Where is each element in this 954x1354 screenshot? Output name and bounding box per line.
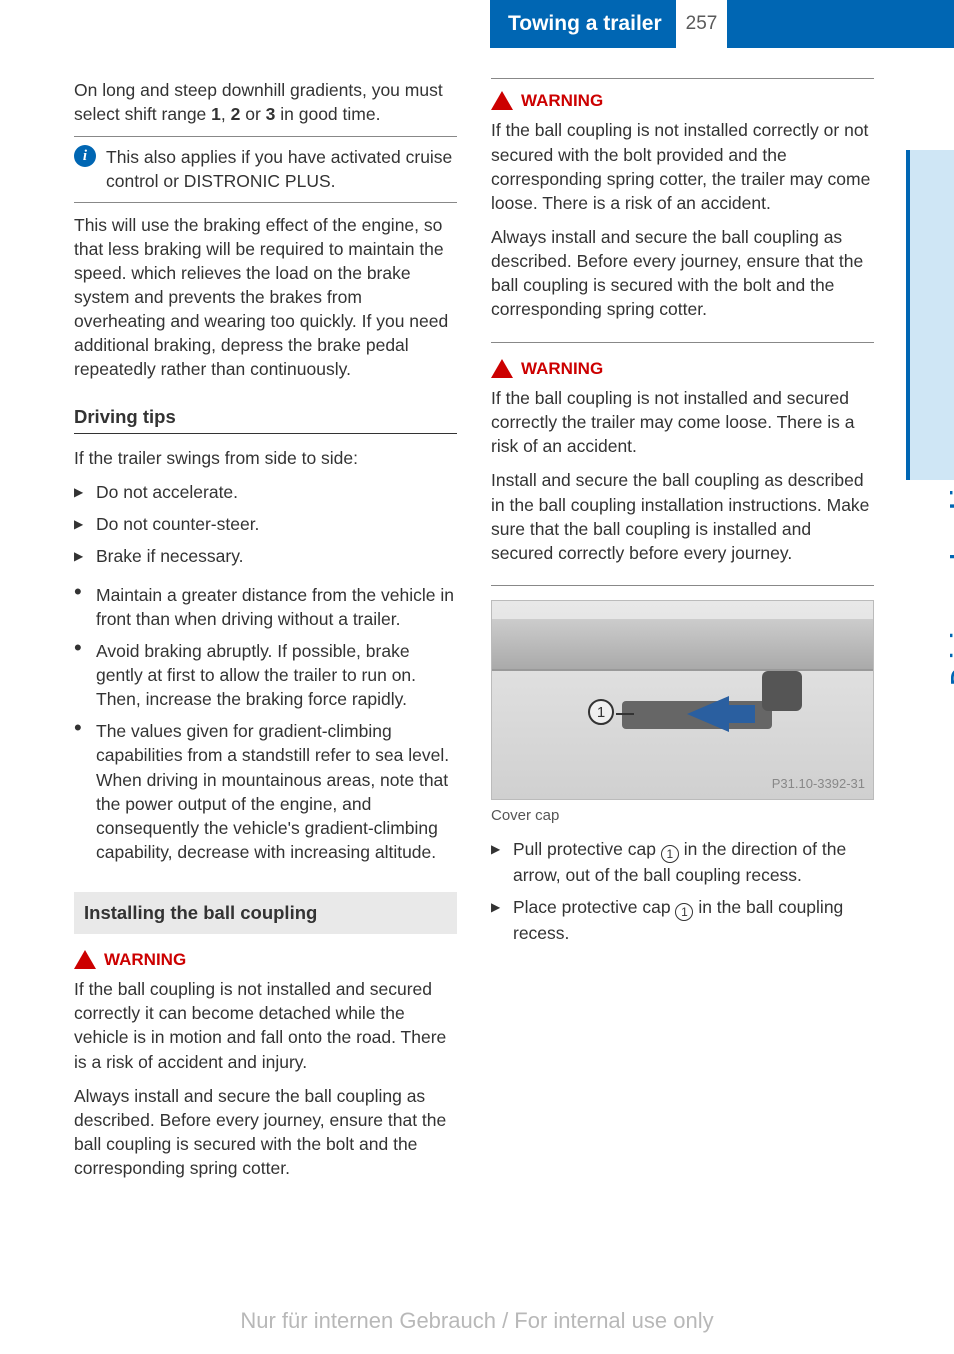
- driving-tips-heading: Driving tips: [74, 404, 457, 435]
- driving-tips-actions: Do not accelerate. Do not counter-steer.…: [74, 480, 457, 568]
- warning-label: WARNING: [521, 357, 603, 380]
- list-item: Maintain a greater distance from the veh…: [74, 583, 457, 631]
- text: Place protective cap 1 in the ball coupl…: [513, 895, 874, 945]
- watermark-text: Nur für internen Gebrauch / For internal…: [0, 1308, 954, 1334]
- text: Pull protective cap: [513, 839, 661, 859]
- warning-text: Install and secure the ball coupling as …: [491, 468, 874, 565]
- text: Avoid braking abruptly. If possible, bra…: [96, 639, 457, 711]
- warning-label: WARNING: [104, 948, 186, 971]
- warning-heading: WARNING: [491, 357, 874, 380]
- info-text: This also applies if you have activated …: [106, 145, 457, 193]
- warning-text: If the ball coupling is not installed an…: [74, 977, 457, 1074]
- warning-block-1: WARNING If the ball coupling is not inst…: [74, 948, 457, 1201]
- info-note: i This also applies if you have activate…: [74, 136, 457, 202]
- text: Brake if necessary.: [96, 544, 244, 568]
- warning-block-2: WARNING If the ball coupling is not inst…: [491, 78, 874, 343]
- warning-block-3: WARNING If the ball coupling is not inst…: [491, 357, 874, 586]
- section-side-tab-label: Driving and parking: [946, 460, 954, 685]
- list-item: Pull protective cap 1 in the direction o…: [491, 837, 874, 887]
- cover-cap-figure: 1 P31.10-3392-31: [491, 600, 874, 800]
- intro-paragraph: On long and steep downhill gradients, yo…: [74, 78, 457, 126]
- warning-heading: WARNING: [74, 948, 457, 971]
- warning-label: WARNING: [521, 89, 603, 112]
- text: ,: [221, 104, 231, 124]
- text: Do not accelerate.: [96, 480, 238, 504]
- bumper-graphic: [492, 619, 873, 671]
- installing-ball-coupling-heading: Installing the ball coupling: [74, 892, 457, 934]
- text: or: [240, 104, 265, 124]
- install-steps: Pull protective cap 1 in the direction o…: [491, 837, 874, 946]
- callout-1: 1: [588, 699, 614, 725]
- header-bar: Towing a trailer 257: [490, 0, 954, 48]
- text: Do not counter-steer.: [96, 512, 259, 536]
- callout-ref-1: 1: [675, 903, 693, 921]
- warning-heading: WARNING: [491, 89, 874, 112]
- direction-arrow-icon: [687, 696, 729, 732]
- header-title: Towing a trailer: [508, 12, 662, 36]
- list-item: Avoid braking abruptly. If possible, bra…: [74, 639, 457, 711]
- hitch-ball-graphic: [762, 671, 802, 711]
- warning-text: Always install and secure the ball coupl…: [491, 225, 874, 322]
- driving-tips-intro: If the trailer swings from side to side:: [74, 446, 457, 470]
- text: Place protective cap: [513, 897, 675, 917]
- shift-range-2: 2: [231, 104, 241, 124]
- right-column: WARNING If the ball coupling is not inst…: [491, 78, 874, 1214]
- warning-text: If the ball coupling is not installed an…: [491, 386, 874, 458]
- section-side-tab: [906, 150, 954, 480]
- braking-paragraph: This will use the braking effect of the …: [74, 213, 457, 382]
- list-item: Place protective cap 1 in the ball coupl…: [491, 895, 874, 945]
- page-number: 257: [676, 0, 728, 48]
- list-item: Do not accelerate.: [74, 480, 457, 504]
- list-item: The values given for gradient-climbing c…: [74, 719, 457, 864]
- warning-text: If the ball coupling is not installed co…: [491, 118, 874, 215]
- left-column: On long and steep downhill gradients, yo…: [74, 78, 457, 1214]
- figure-code: P31.10-3392-31: [772, 775, 865, 793]
- shift-range-3: 3: [266, 104, 276, 124]
- list-item: Brake if necessary.: [74, 544, 457, 568]
- list-item: Do not counter-steer.: [74, 512, 457, 536]
- shift-range-1: 1: [211, 104, 221, 124]
- figure-caption: Cover cap: [491, 806, 874, 827]
- page-content: On long and steep downhill gradients, yo…: [74, 78, 874, 1214]
- text: Pull protective cap 1 in the direction o…: [513, 837, 874, 887]
- warning-text: Always install and secure the ball coupl…: [74, 1084, 457, 1181]
- info-icon: i: [74, 145, 96, 167]
- text: The values given for gradient-climbing c…: [96, 719, 457, 864]
- callout-ref-1: 1: [661, 845, 679, 863]
- text: Maintain a greater distance from the veh…: [96, 583, 457, 631]
- text: in good time.: [275, 104, 380, 124]
- driving-tips-notes: Maintain a greater distance from the veh…: [74, 583, 457, 865]
